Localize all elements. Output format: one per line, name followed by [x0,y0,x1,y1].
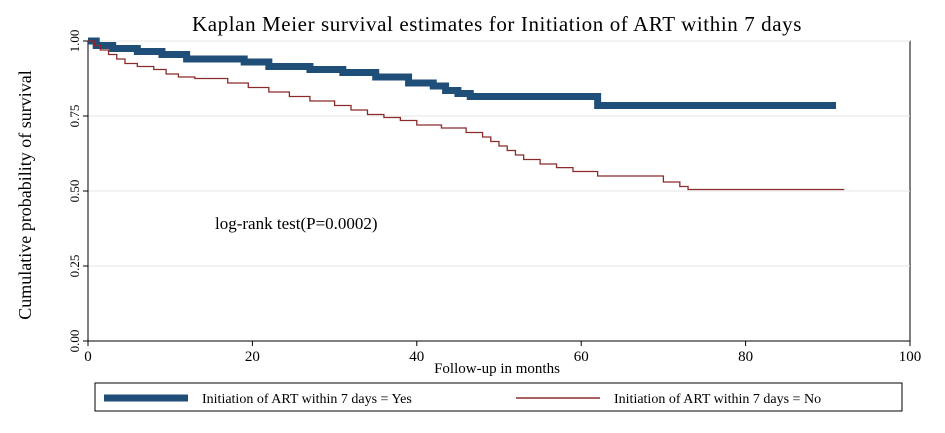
x-axis-label: Follow-up in months [434,361,560,377]
grid-lines [88,40,910,267]
x-tick-label-0: 0 [84,349,92,365]
legend-label-no: Initiation of ART within 7 days = No [614,392,821,407]
x-tick-label-3: 60 [574,349,589,365]
survival-curves [88,37,845,191]
y-tick-label-0: 0.00 [67,330,82,353]
legend-label-yes: Initiation of ART within 7 days = Yes [202,392,412,407]
y-axis-label: Cumulative probability of survival [15,70,35,319]
y-tick-label-4: 1.00 [67,30,82,53]
log-rank-annotation: log-rank test(P=0.0002) [215,214,378,233]
y-tick-label-1: 0.25 [67,255,82,278]
series-yes-curve [88,37,837,109]
series-no-curve [88,40,845,191]
y-tick-label-2: 0.50 [67,180,82,203]
x-tick-label-2: 40 [409,349,424,365]
x-tick-label-5: 100 [899,349,922,365]
chart-title: Kaplan Meier survival estimates for Init… [192,12,802,36]
legend-box [94,382,903,412]
y-tick-label-3: 0.75 [67,105,82,128]
x-tick-label-4: 80 [738,349,753,365]
x-tick-label-1: 20 [245,349,260,365]
axes: 0.00 0.25 0.50 0.75 1.00 0 20 40 60 80 100 [67,30,921,365]
legend: Initiation of ART within 7 days = Yes In… [94,382,903,412]
